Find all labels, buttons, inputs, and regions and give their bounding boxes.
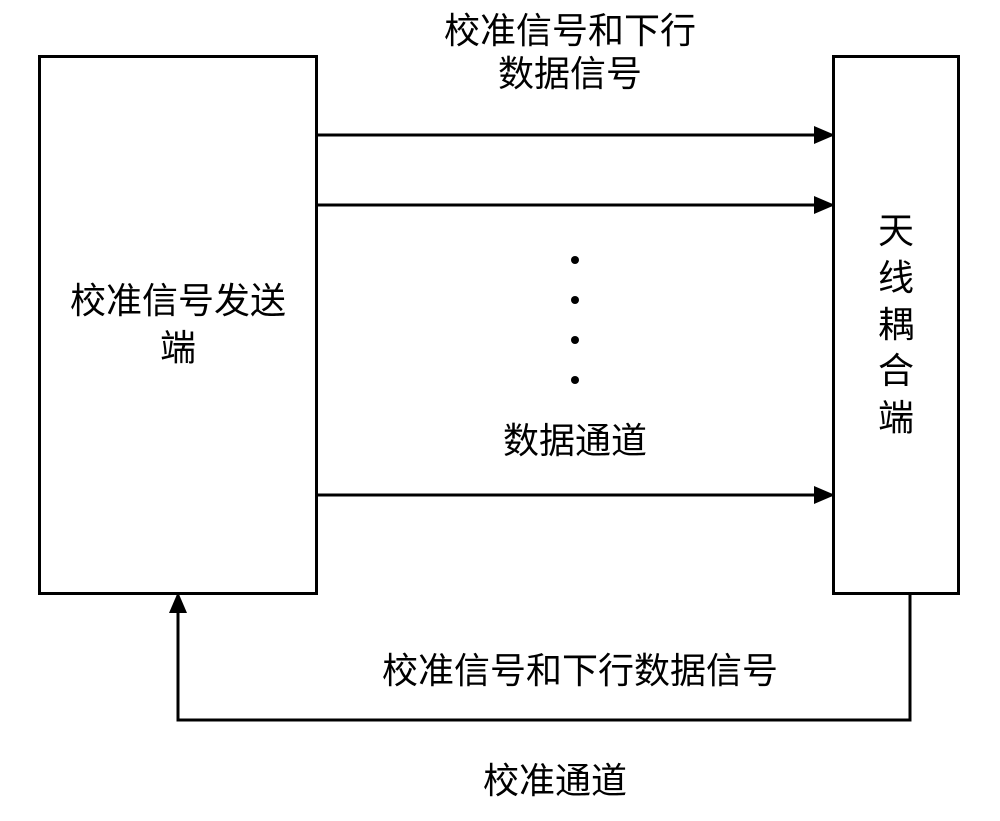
label-top-signal: 校准信号和下行 数据信号 (350, 10, 790, 96)
node-antenna-coupling-label: 天 线 耦 合 端 (878, 208, 914, 442)
label-feedback-signal: 校准信号和下行数据信号 (280, 650, 880, 693)
label-calibration-channel: 校准通道 (430, 760, 680, 803)
node-calibration-sender-label: 校准信号发送 端 (70, 278, 286, 372)
label-data-channel: 数据通道 (450, 420, 700, 463)
node-antenna-coupling: 天 线 耦 合 端 (832, 55, 960, 595)
diagram-canvas: 校准信号发送 端 天 线 耦 合 端 校准信号和下行 数据信号 数据通道 校准信… (0, 0, 1000, 821)
node-calibration-sender: 校准信号发送 端 (38, 55, 318, 595)
